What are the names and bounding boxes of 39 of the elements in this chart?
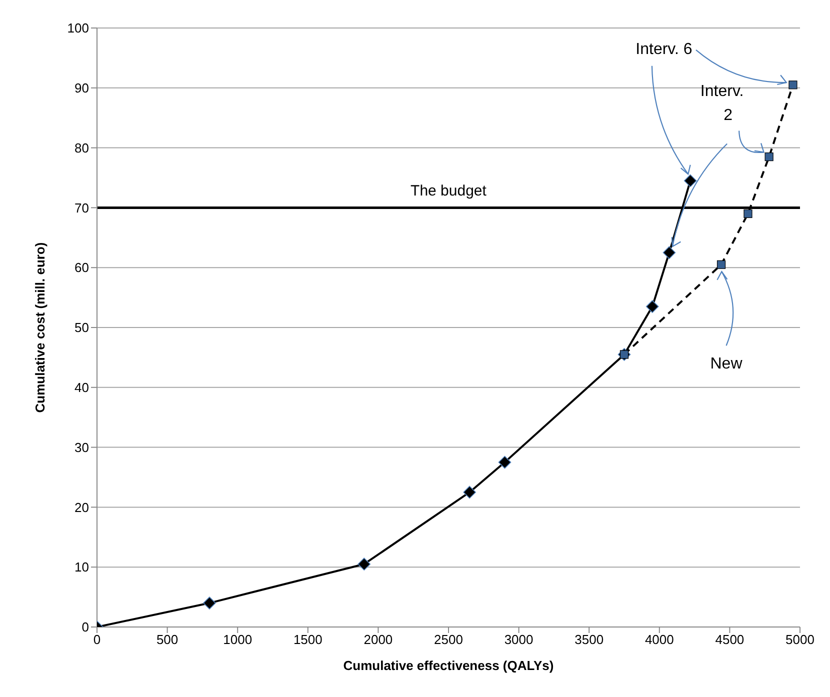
y-tick-label: 60 [74,260,89,276]
point [764,152,774,162]
point [716,260,726,269]
point [646,300,659,313]
x-tick-label: 5000 [786,632,814,648]
annotation: Interv. 2 [700,83,744,124]
y-tick-label: 50 [74,320,89,336]
x-tick-label: 2000 [364,632,393,648]
point [684,174,697,188]
y-tick-label: 30 [74,440,89,455]
point [744,209,752,218]
point [358,558,371,571]
x-tick-label: 3000 [504,632,534,648]
x-tick-label: 2500 [434,632,463,648]
point [463,486,476,499]
point [498,456,512,469]
x-tick-label: 1500 [293,632,322,648]
y-tick-label: 40 [74,380,89,396]
y-tick-label: 20 [74,500,89,515]
y-tick-label: 80 [74,140,89,156]
y-tick-label: 10 [74,560,89,575]
y-tick-label: 90 [74,80,89,96]
ref-line-label: The budget [410,182,488,200]
x-tick-label: 4000 [644,632,674,648]
y-tick-label: 0 [82,620,89,635]
point [788,80,798,90]
x-tick-label: 500 [156,632,178,648]
point [203,596,216,610]
annotation: New [710,356,743,373]
x-tick-label: 3500 [574,632,604,648]
x-tick-label: 4500 [715,632,744,648]
x-tick-label: 0 [93,632,101,648]
y-tick-label: 70 [74,200,89,216]
y-axis-title: Cumulative cost (mill. euro) [32,242,48,413]
x-tick-label: 1000 [223,632,252,648]
point [662,246,676,260]
y-tick-label: 100 [67,20,89,36]
annotation: Interv. 6 [636,41,692,58]
x-axis-title: Cumulative effectiveness (QALYs) [343,658,554,673]
